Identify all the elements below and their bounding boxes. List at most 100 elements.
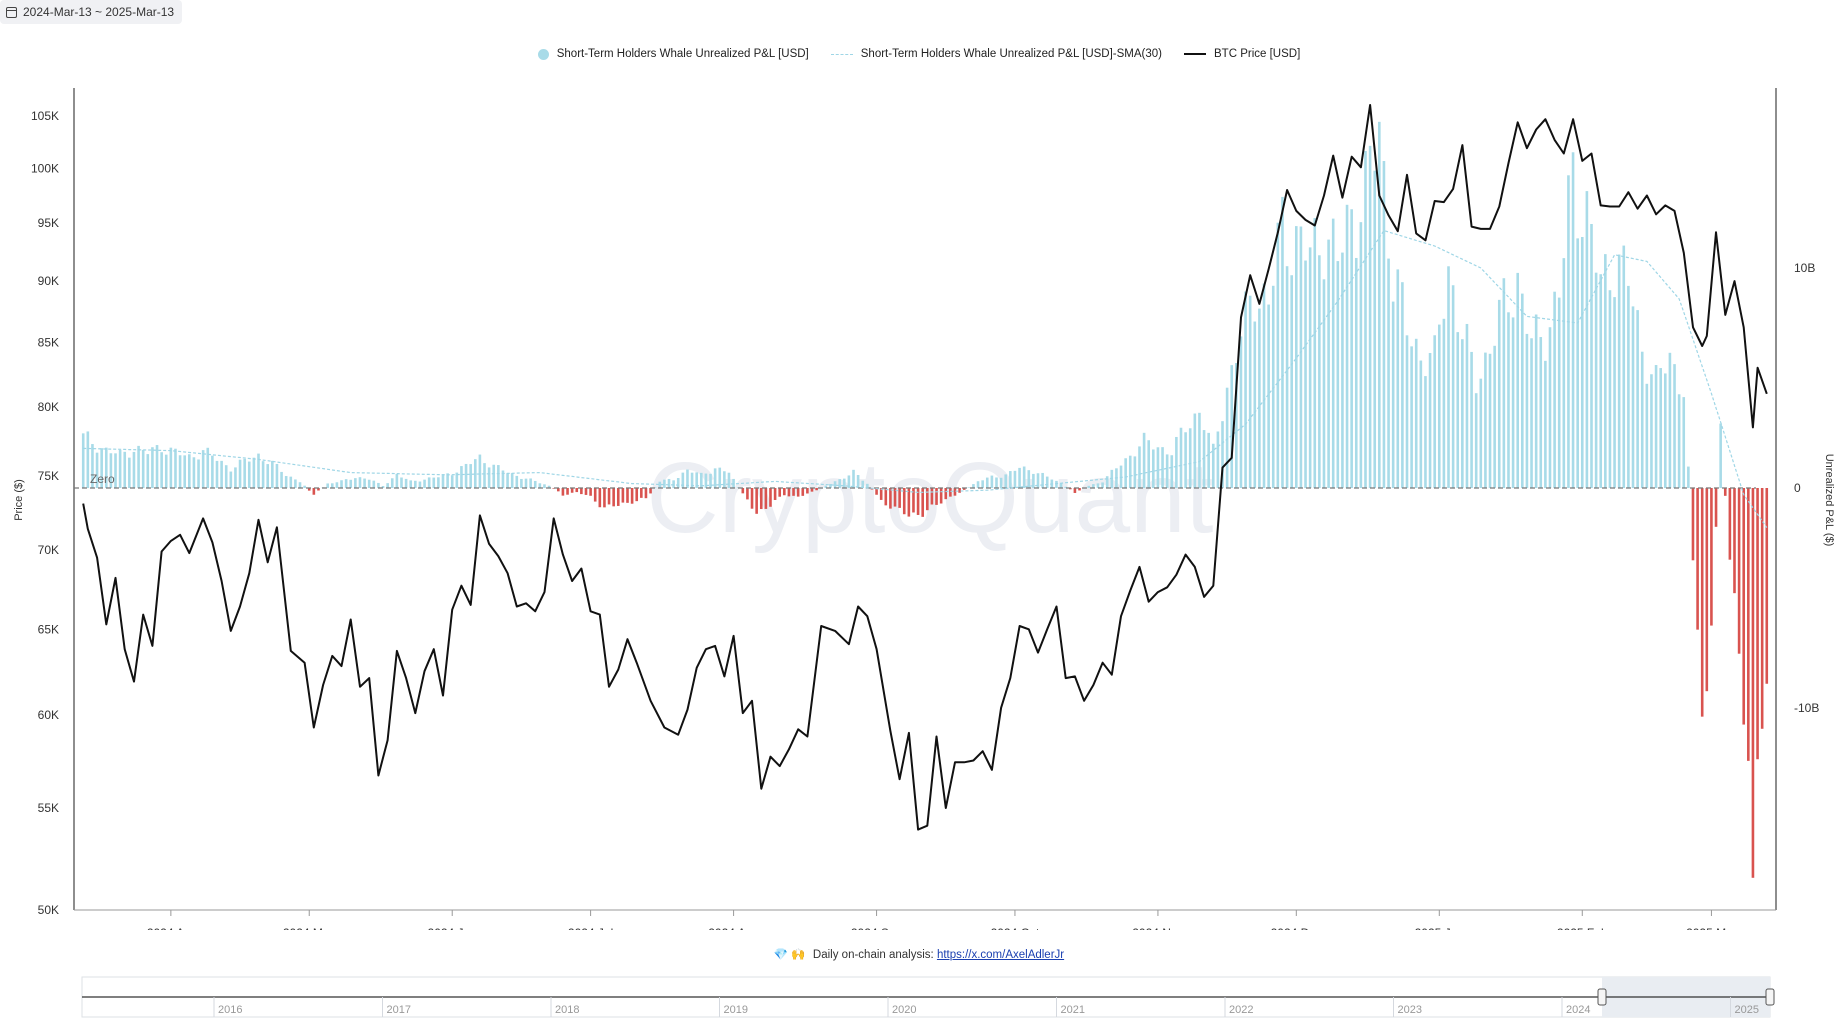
pnl-bar [1068, 488, 1072, 490]
pnl-bar [529, 478, 532, 488]
pnl-bar [1308, 247, 1312, 488]
pnl-bar [695, 472, 698, 488]
pnl-bar [1456, 332, 1460, 488]
x-tick-label: 2024 Nov [1132, 926, 1183, 930]
pnl-bar [584, 488, 588, 495]
x-tick-label: 2024 Sep [851, 926, 903, 930]
pnl-bar [197, 459, 200, 488]
date-range-picker[interactable]: 2024-Mar-13 ~ 2025-Mar-13 [0, 0, 183, 24]
pnl-bar [294, 479, 297, 488]
pnl-bar [796, 488, 800, 497]
pnl-bar [1447, 266, 1450, 488]
pnl-bar [926, 488, 929, 511]
pnl-bar [132, 451, 136, 488]
pnl-bar [1248, 295, 1252, 488]
pnl-bar [750, 488, 754, 509]
pnl-bar [427, 477, 431, 488]
pnl-bar [1341, 252, 1344, 488]
pnl-bar [1525, 333, 1529, 488]
x-tick-label: 2025 Jan [1415, 926, 1464, 930]
pnl-bar [1138, 446, 1141, 488]
pnl-bar [663, 479, 666, 488]
pnl-bar [404, 478, 408, 488]
pnl-bar [271, 460, 274, 488]
pnl-bar [118, 449, 122, 488]
pnl-bar [783, 488, 786, 496]
pnl-bar [81, 433, 85, 488]
pnl-bar [879, 488, 883, 500]
pnl-bar [381, 486, 385, 488]
pnl-bar [492, 464, 496, 488]
pnl-bar [889, 488, 892, 509]
pnl-bar [621, 488, 625, 503]
navigator-group[interactable]: 2016 2017 2018 2019 2020 2021 2022 2023 2024 2025 [81, 976, 1775, 1018]
pnl-bar [234, 467, 237, 488]
pnl-bar [358, 477, 362, 488]
pnl-bar [317, 488, 320, 491]
legend-item-price[interactable]: BTC Price [USD] [1184, 48, 1300, 60]
pnl-bar [1382, 161, 1386, 488]
pnl-bar [570, 488, 574, 493]
pnl-bar [326, 483, 329, 488]
legend-item-sma[interactable]: Short-Term Holders Whale Unrealized P&L … [830, 48, 1162, 60]
pnl-bar [1170, 455, 1174, 488]
pnl-bar [441, 474, 445, 488]
pnl-bar [100, 448, 103, 488]
pnl-bar [1391, 301, 1395, 488]
pnl-bar [146, 454, 150, 488]
pnl-bar [1285, 266, 1289, 488]
pnl-bar [1465, 323, 1469, 488]
pnl-bar [658, 481, 662, 488]
navigator-year-label: 2023 [1398, 1004, 1422, 1016]
footer-link[interactable]: https://x.com/AxelAdlerJr [936, 949, 1065, 961]
pnl-bar [755, 488, 758, 514]
navigator-handle[interactable] [1597, 988, 1607, 1006]
pnl-bar [727, 472, 731, 488]
pnl-bar [856, 475, 860, 488]
x-tick-label: 2024 Oct [991, 926, 1040, 930]
pnl-bar [1253, 321, 1257, 488]
pnl-bar [280, 471, 283, 488]
pnl-bar [400, 477, 403, 488]
pnl-bar [1262, 283, 1266, 488]
pnl-bar [764, 488, 768, 509]
left-tick-label: 85K [38, 335, 59, 349]
pnl-bar [838, 479, 841, 488]
pnl-bar [1336, 261, 1340, 488]
pnl-bar [1304, 260, 1307, 488]
pnl-bar [1009, 471, 1012, 488]
pnl-bar [1493, 345, 1496, 488]
pnl-bar [972, 484, 975, 488]
pnl-bar [460, 466, 463, 488]
pnl-bar [1022, 466, 1026, 488]
pnl-bar [206, 447, 210, 488]
pnl-bar [898, 488, 901, 508]
pnl-bar [1562, 258, 1566, 488]
pnl-bar [183, 455, 186, 488]
x-tick-label: 2024 Dec [1271, 926, 1322, 930]
pnl-bar [220, 460, 223, 488]
pnl-bar [1590, 224, 1593, 489]
pnl-bar [967, 487, 971, 488]
pnl-bar [852, 469, 855, 488]
right-tick-label: -10B [1794, 701, 1819, 715]
pnl-bar [930, 488, 934, 505]
pnl-bar [1295, 226, 1298, 488]
pnl-bar [1152, 449, 1155, 488]
legend-swatch-line [1184, 53, 1206, 55]
pnl-bar [995, 477, 998, 488]
pnl-bar [1521, 293, 1524, 488]
pnl-bar [1714, 488, 1718, 527]
pnl-bar [178, 455, 182, 488]
navigator-handle[interactable] [1765, 988, 1775, 1006]
pnl-bar [349, 479, 353, 488]
pnl-bar [847, 475, 851, 488]
pnl-bar [1640, 351, 1644, 488]
pnl-bar [575, 488, 579, 493]
legend-item-pnl[interactable]: Short-Term Holders Whale Unrealized P&L … [537, 48, 809, 60]
watermark-text: CryptoQuant [647, 442, 1214, 554]
pnl-bar [1373, 170, 1377, 489]
pnl-bar [86, 431, 90, 488]
navigator-selection [1602, 977, 1770, 1017]
price-polyline [82, 104, 1768, 831]
